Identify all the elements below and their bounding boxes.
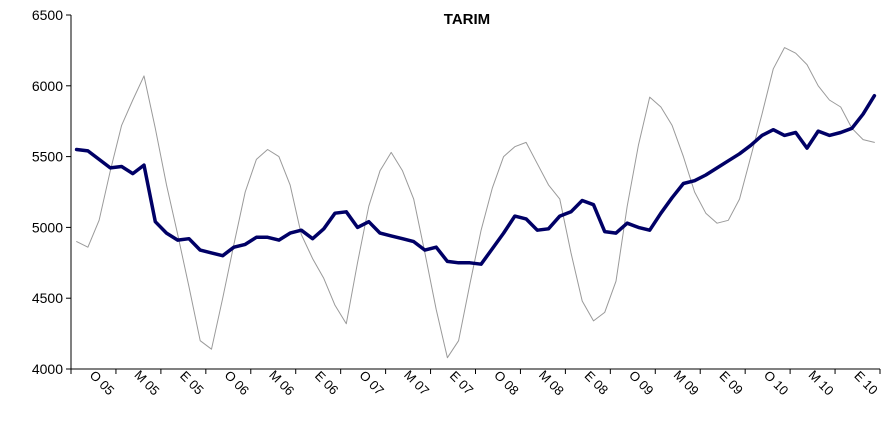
x-tick-label: M 07: [401, 367, 432, 398]
y-axis: 4000 4500 5000 5500 6000 6500: [32, 7, 72, 377]
x-tick-label: O 10: [761, 368, 792, 399]
x-tick-label: M 06: [266, 367, 297, 398]
x-tick-label: O 08: [491, 368, 522, 399]
series-layer: [74, 47, 877, 359]
x-tick-label: M 09: [671, 367, 702, 398]
x-tick-label: E 09: [717, 368, 747, 398]
x-tick-label: E 10: [851, 368, 881, 398]
y-tick-label: 6000: [32, 78, 63, 94]
x-tick-label: O 07: [356, 368, 387, 399]
x-tick-label: E 05: [177, 368, 207, 398]
x-tick-label: O 09: [626, 368, 657, 399]
y-tick-label: 4500: [32, 290, 63, 306]
chart-title: TARIM: [444, 11, 490, 28]
x-tick-label: E 06: [312, 368, 342, 398]
series-line-thin: [76, 47, 875, 359]
x-axis: O 05 M 05 E 05 O 06 M 06 E 06 O 07 M 07 E 07 O 08…: [70, 367, 881, 399]
y-tick-label: 5500: [32, 149, 63, 165]
x-tick-label: M 10: [806, 367, 837, 398]
y-tick-label: 4000: [32, 361, 63, 377]
x-tick-label: E 07: [447, 368, 477, 398]
y-tick-label: 5000: [32, 219, 63, 235]
x-tick-label: E 08: [582, 368, 612, 398]
series-line-thick: [74, 93, 877, 266]
x-tick-label: O 05: [87, 368, 118, 399]
y-tick-label: 6500: [32, 7, 63, 23]
x-tick-label: O 06: [222, 368, 253, 399]
x-tick-label: M 05: [131, 367, 162, 398]
x-tick-label: M 08: [536, 367, 567, 398]
